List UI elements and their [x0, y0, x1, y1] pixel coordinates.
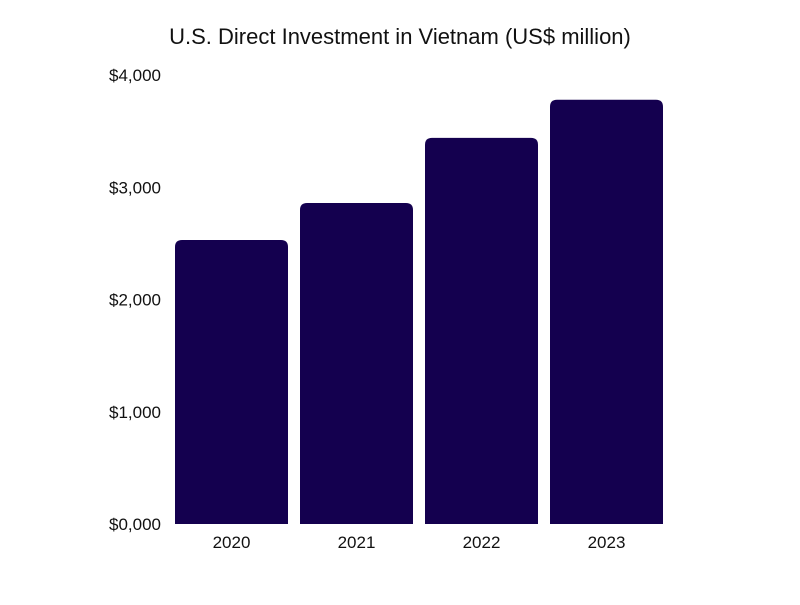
y-tick-label: $4,000: [109, 66, 161, 85]
x-tick-label: 2020: [213, 533, 251, 552]
chart-title: U.S. Direct Investment in Vietnam (US$ m…: [169, 24, 631, 49]
bar-2023: [550, 99, 663, 524]
y-axis: $0,000 $1,000 $2,000 $3,000 $4,000: [109, 66, 161, 534]
x-tick-label: 2022: [463, 533, 501, 552]
y-tick-label: $3,000: [109, 178, 161, 197]
x-tick-label: 2023: [588, 533, 626, 552]
y-tick-label: $1,000: [109, 403, 161, 422]
x-axis: 2020 2021 2022 2023: [213, 533, 626, 552]
bar-2021: [300, 202, 413, 524]
y-tick-label: $2,000: [109, 291, 161, 310]
bar-2020: [175, 240, 288, 524]
bar-2022: [425, 137, 538, 525]
bars: [175, 99, 663, 525]
y-tick-label: $0,000: [109, 515, 161, 534]
x-tick-label: 2021: [338, 533, 376, 552]
